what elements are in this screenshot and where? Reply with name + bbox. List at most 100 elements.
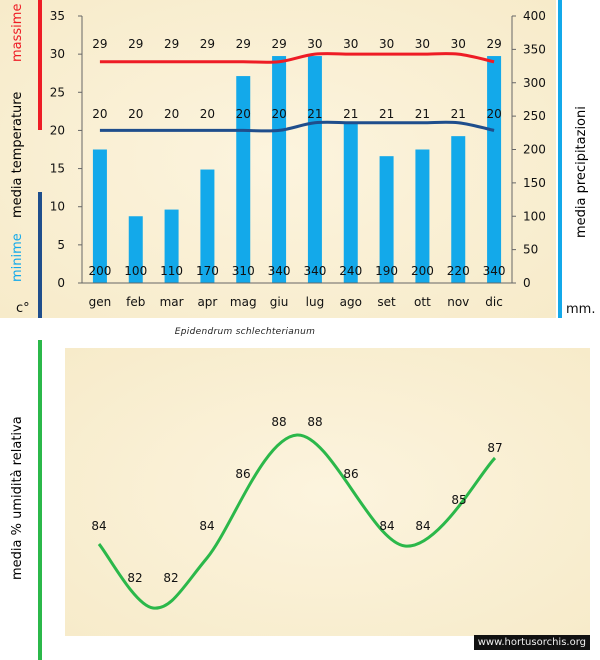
max-temp-label-dic: 29 xyxy=(486,37,501,51)
precip-label-dic: 340 xyxy=(483,264,506,278)
humidity-label-lug: 88 xyxy=(307,415,322,429)
min-temp-label-nov: 21 xyxy=(451,107,466,121)
min-temp-label-giu: 20 xyxy=(271,107,286,121)
right-tick-label: 0 xyxy=(523,276,531,290)
month-label-feb: feb xyxy=(126,295,145,309)
temperature-axis-label: media temperature xyxy=(10,91,25,218)
left-tick-label: 5 xyxy=(57,238,65,252)
min-temp-label-mag: 20 xyxy=(236,107,251,121)
max-temp-label-set: 30 xyxy=(379,37,394,51)
humidity-label-mag: 86 xyxy=(235,467,250,481)
precip-bar-ago xyxy=(343,122,358,283)
max-temp-label-nov: 30 xyxy=(451,37,466,51)
left-tick-label: 10 xyxy=(50,200,65,214)
left-tick-label: 15 xyxy=(50,162,65,176)
max-temp-label-feb: 29 xyxy=(128,37,143,51)
left-tick-label: 25 xyxy=(50,85,65,99)
precip-label-mag: 310 xyxy=(232,264,255,278)
right-tick-label: 350 xyxy=(523,42,546,56)
min-temp-label-gen: 20 xyxy=(92,107,107,121)
temperature-lines xyxy=(99,52,495,133)
site-watermark: www.hortusorchis.org xyxy=(473,635,590,650)
precip-bar-giu xyxy=(272,56,287,283)
humidity-label-mar: 82 xyxy=(163,571,178,585)
min-temp-label-ott: 21 xyxy=(415,107,430,121)
min-temp-label-set: 21 xyxy=(379,107,394,121)
left-tick-label: 35 xyxy=(50,9,65,23)
right-tick-label: 400 xyxy=(523,9,546,23)
degree-unit-label: c° xyxy=(16,301,30,316)
precip-bar-apr xyxy=(200,169,215,283)
precip-bar-feb xyxy=(128,216,143,283)
min-temp-label-lug: 21 xyxy=(307,107,322,121)
massime-label: massime xyxy=(10,3,25,62)
right-tick-label: 150 xyxy=(523,176,546,190)
max-temp-label-ago: 30 xyxy=(343,37,358,51)
top-chart-data-labels: 29 29 29 29 29 29 30 30 30 30 30 29 20 20 20 20 20 20 21 21… xyxy=(88,37,505,278)
precip-bar-nov xyxy=(451,136,466,283)
right-tick-label: 200 xyxy=(523,143,546,157)
precip-bar-ott xyxy=(415,149,430,283)
humidity-label-nov: 85 xyxy=(451,493,466,507)
right-tick-label: 250 xyxy=(523,109,546,123)
month-label-lug: lug xyxy=(306,295,325,309)
month-label-dic: dic xyxy=(485,295,503,309)
precip-label-giu: 340 xyxy=(268,264,291,278)
min-temp-label-mar: 20 xyxy=(164,107,179,121)
max-temp-label-mag: 29 xyxy=(236,37,251,51)
precip-bar-mag xyxy=(236,76,251,283)
humidity-label-ott: 84 xyxy=(415,519,430,533)
precip-bar-lug xyxy=(307,56,322,283)
month-label-set: set xyxy=(377,295,396,309)
min-temp-line xyxy=(99,120,495,133)
left-tick-label: 0 xyxy=(57,276,65,290)
precip-label-lug: 340 xyxy=(303,264,326,278)
min-temp-label-dic: 20 xyxy=(486,107,501,121)
min-temp-label-apr: 20 xyxy=(200,107,215,121)
mm-unit-label: mm. xyxy=(566,302,596,317)
precip-label-mar: 110 xyxy=(160,264,183,278)
humidity-label-gen: 84 xyxy=(91,519,106,533)
humidity-label-feb: 82 xyxy=(127,571,142,585)
right-tick-label: 300 xyxy=(523,76,546,90)
humidity-chart-panel xyxy=(65,348,590,636)
precip-bar-mar xyxy=(164,209,179,283)
humidity-label-set: 84 xyxy=(379,519,394,533)
humidity-label-ago: 86 xyxy=(343,467,358,481)
month-label-gen: gen xyxy=(89,295,112,309)
humidity-chart: 84 82 82 84 86 88 88 86 84 84 85 87 xyxy=(91,415,503,610)
humidity-label-dic: 87 xyxy=(487,441,502,455)
precip-bar-gen xyxy=(92,149,107,283)
max-temp-label-ott: 30 xyxy=(415,37,430,51)
max-temp-label-apr: 29 xyxy=(200,37,215,51)
species-title: Epidendrum schlechterianum xyxy=(174,327,316,337)
min-temp-label-ago: 21 xyxy=(343,107,358,121)
min-temp-label-feb: 20 xyxy=(128,107,143,121)
precip-bars xyxy=(92,56,502,283)
precip-label-nov: 220 xyxy=(447,264,470,278)
max-temp-label-mar: 29 xyxy=(164,37,179,51)
precip-label-gen: 200 xyxy=(88,264,111,278)
top-chart-axes: 05101520253035050100150200250300350400ge… xyxy=(50,9,546,309)
precip-label-apr: 170 xyxy=(196,264,219,278)
right-tick-label: 100 xyxy=(523,209,546,223)
minime-label: minime xyxy=(10,233,25,282)
precip-label-set: 190 xyxy=(375,264,398,278)
precip-bar-dic xyxy=(487,56,502,283)
left-tick-label: 30 xyxy=(50,47,65,61)
precipitation-axis-label: media precipitazioni xyxy=(574,106,589,238)
humidity-line xyxy=(97,433,497,610)
max-temp-label-lug: 30 xyxy=(307,37,322,51)
precip-bar-set xyxy=(379,156,394,283)
right-tick-label: 50 xyxy=(523,243,538,257)
max-temp-label-giu: 29 xyxy=(271,37,286,51)
month-label-giu: giu xyxy=(270,295,289,309)
left-tick-label: 20 xyxy=(50,123,65,137)
humidity-label-apr: 84 xyxy=(199,519,214,533)
month-label-ott: ott xyxy=(414,295,431,309)
month-label-nov: nov xyxy=(447,295,469,309)
month-label-mar: mar xyxy=(160,295,184,309)
precip-label-feb: 100 xyxy=(124,264,147,278)
month-label-ago: ago xyxy=(340,295,362,309)
